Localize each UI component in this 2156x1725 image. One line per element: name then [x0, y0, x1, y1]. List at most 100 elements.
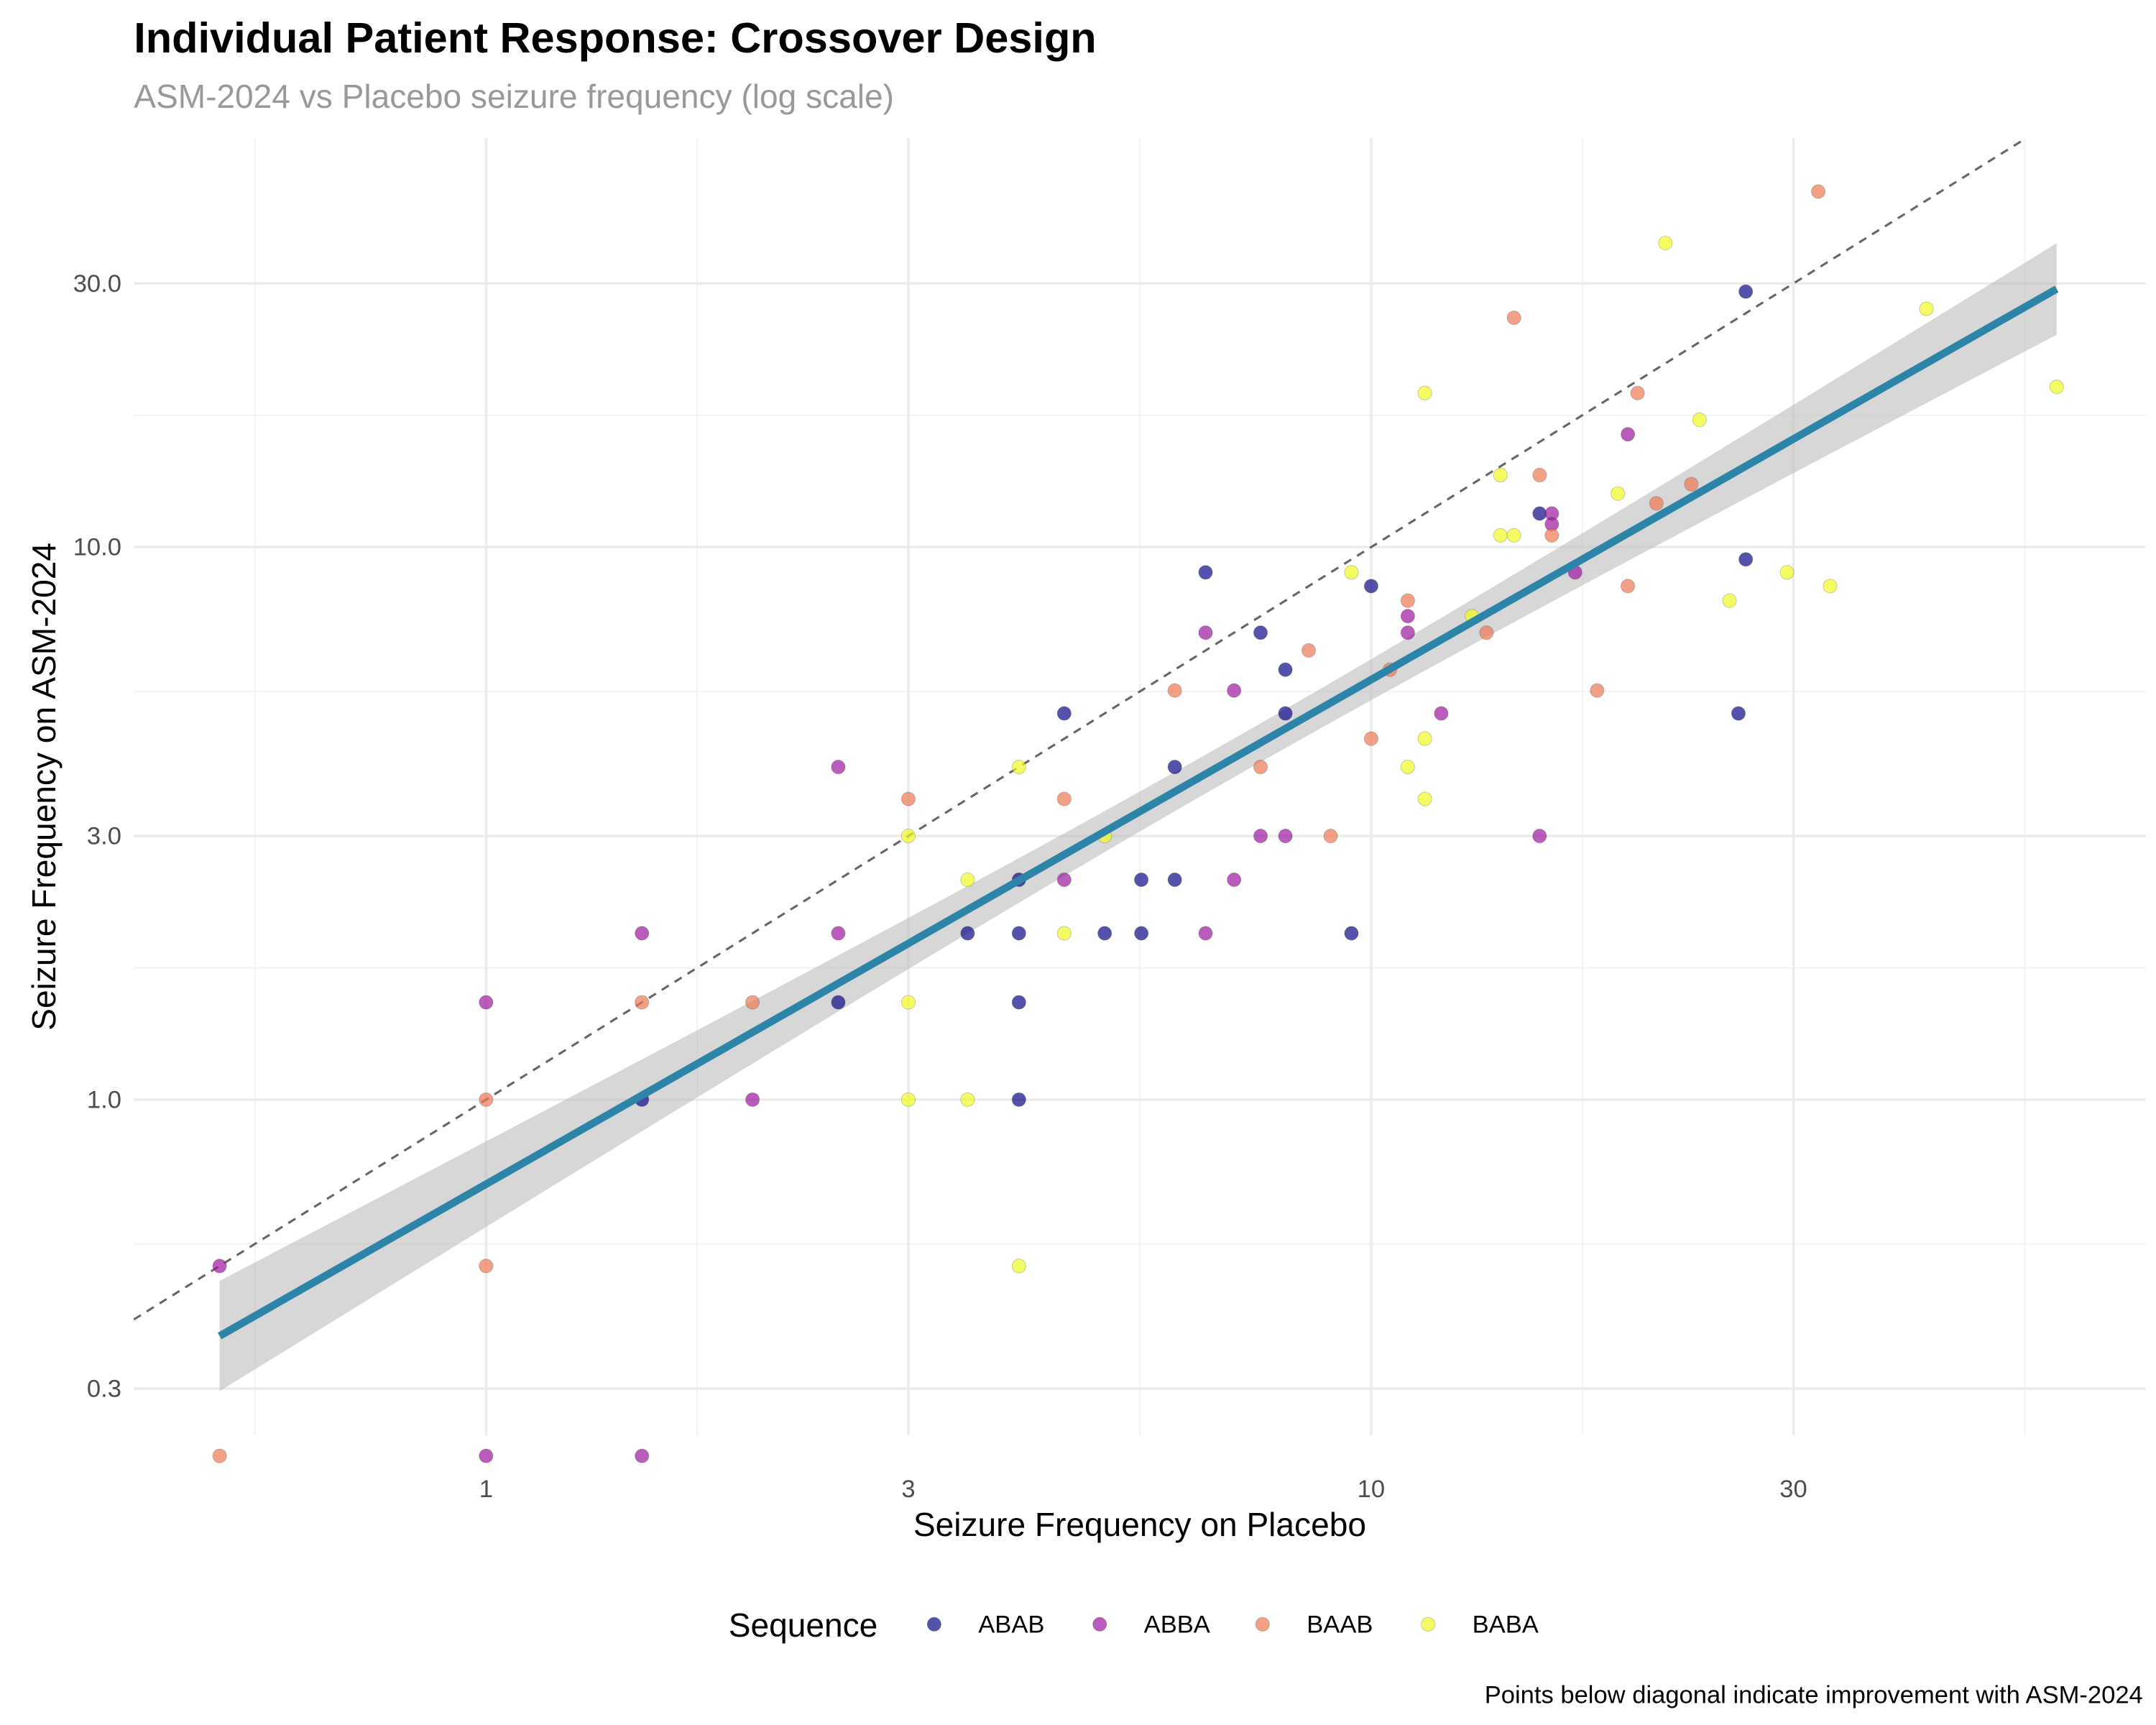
- legend-label-baab: BAAB: [1307, 1611, 1373, 1638]
- data-point-abba: [212, 1259, 227, 1274]
- data-point-baba: [1400, 760, 1415, 775]
- x-tick-label: 1: [479, 1476, 493, 1503]
- data-point-baab: [1810, 184, 1826, 199]
- x-tick-label: 30: [1779, 1476, 1807, 1503]
- data-point-abab: [1278, 662, 1293, 677]
- data-point-abab: [960, 926, 975, 941]
- data-point-abba: [1400, 609, 1415, 624]
- data-point-abab: [1167, 760, 1182, 775]
- data-point-baba: [1344, 565, 1359, 580]
- data-point-baba: [1919, 301, 1934, 316]
- data-point-abba: [479, 1448, 494, 1463]
- data-point-baba: [1823, 579, 1838, 594]
- data-point-baab: [635, 995, 650, 1010]
- data-point-abba: [1532, 829, 1547, 844]
- data-point-abab: [1532, 506, 1547, 521]
- data-point-abab: [1167, 872, 1182, 888]
- data-point-abba: [831, 760, 846, 775]
- data-point-baab: [745, 995, 760, 1010]
- y-tick-label: 30.0: [73, 270, 121, 298]
- data-point-baba: [1417, 385, 1432, 400]
- data-point-baab: [1649, 496, 1664, 511]
- legend-label-abba: ABBA: [1144, 1611, 1210, 1638]
- data-point-abba: [1621, 427, 1636, 442]
- data-point-baab: [1167, 683, 1182, 698]
- data-point-abab: [1011, 926, 1026, 941]
- x-tick-label: 10: [1358, 1476, 1385, 1503]
- fit-layer: [217, 285, 2059, 1340]
- data-point-baab: [212, 1448, 227, 1463]
- tick-labels: 1 3 10 30 0.3 1.0 3.0 10.0 30.0: [73, 270, 1807, 1503]
- data-point-abba: [635, 926, 650, 941]
- data-point-baab: [1301, 643, 1317, 658]
- data-point-abab: [1253, 625, 1268, 640]
- data-point-abab: [1738, 552, 1754, 567]
- identity-diagonal-line: [133, 137, 2027, 1321]
- legend-key-abab: [926, 1616, 941, 1632]
- legend-title: Sequence: [729, 1606, 878, 1644]
- data-point-baba: [1692, 412, 1707, 428]
- data-point-baba: [1011, 760, 1026, 775]
- y-tick-label: 3.0: [87, 823, 121, 850]
- confidence-band: [219, 243, 2057, 1392]
- data-point-baba: [960, 1092, 975, 1108]
- data-point-baab: [1630, 385, 1645, 400]
- data-point-abab: [1738, 284, 1754, 299]
- legend-label-baba: BABA: [1473, 1611, 1539, 1638]
- data-point-abab: [1056, 706, 1072, 721]
- data-point-baba: [2049, 380, 2064, 395]
- data-point-baab: [900, 791, 916, 806]
- y-axis-label: Seizure Frequency on ASM-2024: [25, 543, 63, 1031]
- data-point-baba: [1417, 791, 1432, 806]
- points-layer: [212, 184, 2064, 1463]
- data-point-abab: [1731, 706, 1746, 721]
- data-point-baba: [1011, 1259, 1026, 1274]
- chart-title: Individual Patient Response: Crossover D…: [134, 14, 1096, 62]
- data-point-abba: [1198, 926, 1213, 941]
- data-point-abba: [745, 1092, 760, 1108]
- x-tick-label: 3: [901, 1476, 915, 1503]
- data-point-baba: [1779, 565, 1795, 580]
- data-point-abab: [1134, 926, 1149, 941]
- data-point-abba: [1198, 625, 1213, 640]
- legend-key-abba: [1092, 1616, 1107, 1632]
- chart-caption: Points below diagonal indicate improveme…: [1485, 1681, 2143, 1708]
- data-point-abab: [1278, 706, 1293, 721]
- data-point-abba: [1227, 872, 1242, 888]
- chart-subtitle: ASM-2024 vs Placebo seizure frequency (l…: [134, 78, 894, 115]
- data-point-abab: [1134, 872, 1149, 888]
- data-point-baab: [1684, 477, 1699, 492]
- data-point-baba: [1493, 528, 1508, 543]
- data-point-baba: [1493, 467, 1508, 483]
- data-point-baab: [1400, 593, 1415, 608]
- data-point-abba: [1227, 683, 1242, 698]
- data-point-baab: [1590, 683, 1605, 698]
- data-point-abab: [1011, 1092, 1026, 1108]
- legend: Sequence ABAB ABBA BAAB BABA: [729, 1606, 1539, 1644]
- data-point-baba: [1056, 926, 1072, 941]
- data-point-baab: [1253, 760, 1268, 775]
- data-point-baab: [1056, 791, 1072, 806]
- data-point-baba: [900, 995, 916, 1010]
- data-point-baab: [1544, 528, 1560, 543]
- data-point-abba: [1253, 829, 1268, 844]
- data-point-baba: [1658, 236, 1673, 251]
- data-point-baba: [900, 829, 916, 844]
- data-point-abab: [1344, 926, 1359, 941]
- y-tick-label: 0.3: [87, 1375, 121, 1402]
- y-tick-label: 10.0: [73, 534, 121, 561]
- data-point-baba: [1722, 593, 1737, 608]
- data-point-baab: [1621, 579, 1636, 594]
- data-point-baba: [960, 872, 975, 888]
- data-point-abab: [1363, 579, 1378, 594]
- confidence-band-layer: [219, 243, 2057, 1392]
- data-point-baab: [1363, 731, 1378, 746]
- data-point-baba: [1611, 486, 1626, 501]
- y-tick-label: 1.0: [87, 1086, 121, 1113]
- legend-key-baab: [1255, 1616, 1270, 1632]
- data-point-baab: [1506, 310, 1521, 326]
- legend-label-abab: ABAB: [978, 1611, 1044, 1638]
- data-point-abab: [1011, 995, 1026, 1010]
- data-point-abba: [635, 1448, 650, 1463]
